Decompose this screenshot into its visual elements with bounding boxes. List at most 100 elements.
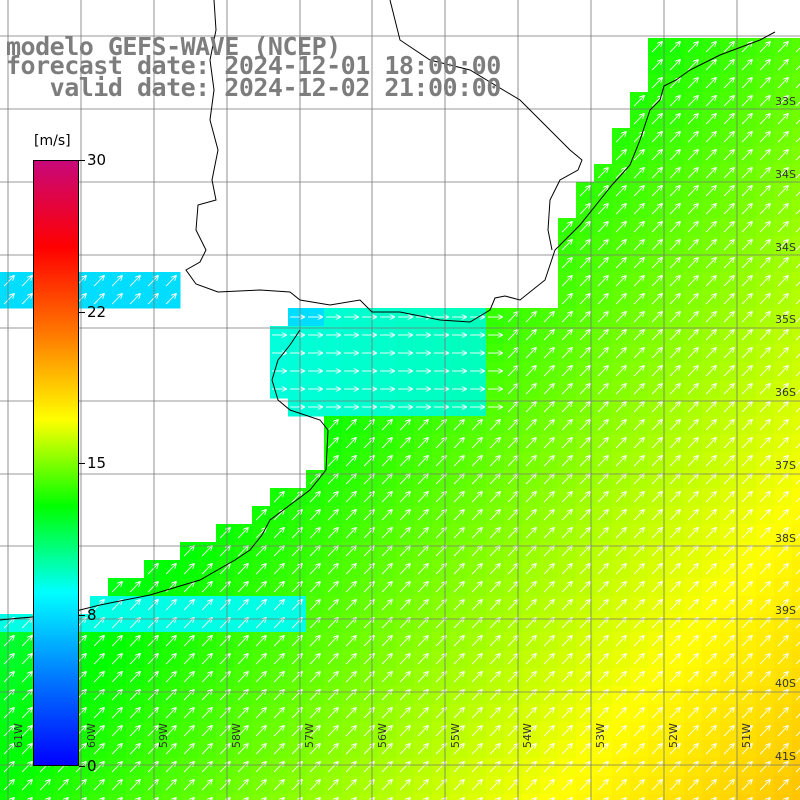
wind-arrow [741, 78, 752, 89]
field-cell [396, 794, 415, 800]
wind-arrow [471, 456, 482, 467]
wind-arrow [651, 456, 662, 467]
wind-arrow [795, 47, 800, 53]
field-cell [468, 794, 487, 800]
wind-arrow [651, 168, 662, 179]
wind-arrow [759, 132, 770, 143]
wind-arrow [669, 330, 680, 341]
wind-arrow [561, 348, 572, 359]
wind-arrow [651, 222, 662, 233]
wind-arrow [705, 258, 716, 269]
field-cell [792, 380, 800, 399]
wind-arrow [597, 258, 608, 269]
field-cell [324, 794, 343, 800]
wind-arrow [417, 438, 428, 449]
wind-arrow [579, 312, 590, 323]
colorbar-tickmark [79, 312, 85, 313]
wind-arrow [507, 312, 518, 323]
wind-arrow [651, 420, 662, 431]
wind-arrow [651, 312, 662, 323]
field-cell [792, 110, 800, 129]
wind-arrow [777, 330, 788, 341]
wind-arrow [471, 438, 482, 449]
field-cell [792, 290, 800, 309]
wind-arrow [777, 42, 788, 53]
wind-arrow [615, 294, 626, 305]
colorbar-tick-0: 0 [87, 757, 97, 775]
lon-label: 59W [157, 723, 170, 748]
field-cell [792, 326, 800, 345]
wind-arrow [507, 348, 518, 359]
wind-arrow [579, 420, 590, 431]
wind-arrow [525, 330, 536, 341]
wind-arrow [777, 204, 788, 215]
wind-arrow [633, 420, 644, 431]
wind-arrow [543, 402, 554, 413]
wind-arrow [633, 456, 644, 467]
wind-arrow [777, 150, 788, 161]
wind-arrow [597, 294, 608, 305]
wind-arrow [741, 204, 752, 215]
wind-arrow [435, 456, 446, 467]
colorbar-tickmark [79, 615, 85, 616]
field-cell [792, 596, 800, 615]
wind-arrow [579, 204, 590, 215]
wind-arrow [777, 348, 788, 359]
field-cell [414, 794, 433, 800]
wind-arrow [705, 42, 716, 53]
wind-arrow [795, 227, 800, 233]
wind-arrow [129, 276, 140, 287]
wind-arrow [489, 438, 500, 449]
wind-arrow [759, 312, 770, 323]
wind-arrow [597, 384, 608, 395]
wind-arrow [633, 438, 644, 449]
wind-arrow [795, 83, 800, 89]
wind-arrow [93, 276, 104, 287]
wind-arrow [669, 384, 680, 395]
wind-arrow [543, 348, 554, 359]
field-cell [792, 668, 800, 687]
field-cell [756, 794, 775, 800]
wind-arrow [759, 276, 770, 287]
wind-arrow [723, 204, 734, 215]
wind-arrow [687, 420, 698, 431]
wind-arrow [633, 312, 644, 323]
field-cell [792, 146, 800, 165]
wind-arrow [795, 281, 800, 287]
wind-arrow [669, 204, 680, 215]
wind-arrow [597, 204, 608, 215]
wind-arrow [723, 312, 734, 323]
wind-arrow [579, 294, 590, 305]
wind-arrow [597, 402, 608, 413]
wind-arrow [597, 438, 608, 449]
wind-arrow [759, 240, 770, 251]
wind-arrow [795, 263, 800, 269]
field-cell [522, 794, 541, 800]
wind-arrow [327, 438, 338, 449]
wind-arrow [525, 420, 536, 431]
wind-arrow [705, 420, 716, 431]
field-cell [792, 236, 800, 255]
wind-arrow [687, 402, 698, 413]
wind-arrow [723, 42, 734, 53]
field-cell [702, 794, 721, 800]
wind-arrow [579, 330, 590, 341]
field-cell [576, 794, 595, 800]
wind-arrow [723, 276, 734, 287]
wind-arrow [759, 258, 770, 269]
wind-arrow [669, 96, 680, 107]
wind-arrow [165, 294, 176, 305]
wind-arrow [687, 366, 698, 377]
wind-arrow [399, 420, 410, 431]
wind-arrow [795, 353, 800, 359]
wind-arrow [705, 150, 716, 161]
wind-arrow [435, 438, 446, 449]
wind-arrow [741, 150, 752, 161]
wind-arrow [687, 330, 698, 341]
wind-arrow [759, 186, 770, 197]
wind-arrow [759, 204, 770, 215]
wind-arrow [795, 245, 800, 251]
wind-arrow [633, 294, 644, 305]
wind-arrow [561, 240, 572, 251]
